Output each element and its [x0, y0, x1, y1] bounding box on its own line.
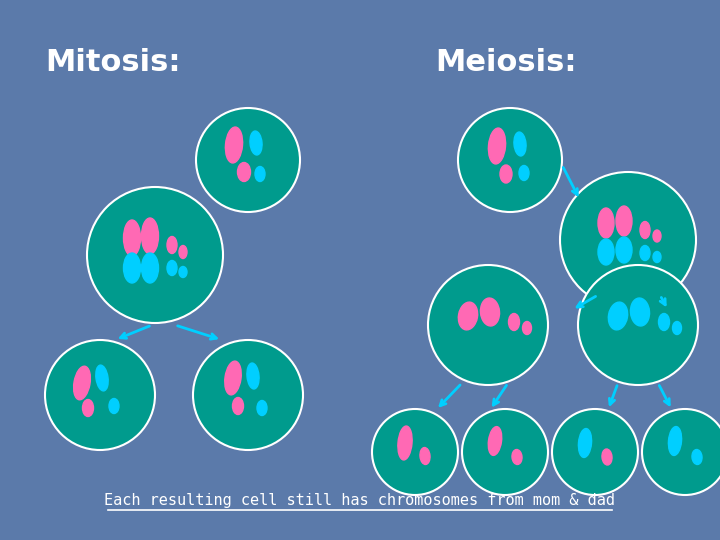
Circle shape — [372, 409, 458, 495]
Circle shape — [196, 108, 300, 212]
Circle shape — [458, 108, 562, 212]
Ellipse shape — [255, 166, 265, 181]
Ellipse shape — [142, 218, 158, 254]
Circle shape — [560, 172, 696, 308]
Ellipse shape — [488, 128, 505, 164]
Circle shape — [642, 409, 720, 495]
Ellipse shape — [512, 449, 522, 464]
Ellipse shape — [167, 237, 177, 253]
Ellipse shape — [96, 365, 108, 391]
Ellipse shape — [598, 239, 614, 265]
Ellipse shape — [480, 298, 500, 326]
Ellipse shape — [233, 397, 243, 415]
Circle shape — [462, 409, 548, 495]
Circle shape — [45, 340, 155, 450]
Ellipse shape — [598, 208, 614, 238]
Ellipse shape — [73, 366, 91, 400]
Ellipse shape — [420, 448, 430, 464]
Ellipse shape — [225, 127, 243, 163]
Ellipse shape — [488, 427, 502, 455]
Ellipse shape — [519, 165, 529, 180]
Ellipse shape — [659, 314, 670, 330]
Ellipse shape — [508, 314, 520, 330]
Ellipse shape — [247, 363, 259, 389]
Ellipse shape — [692, 449, 702, 464]
Ellipse shape — [398, 426, 412, 460]
Ellipse shape — [578, 429, 592, 457]
Ellipse shape — [459, 302, 477, 330]
Circle shape — [578, 265, 698, 385]
Ellipse shape — [257, 401, 267, 415]
Ellipse shape — [672, 321, 682, 334]
Ellipse shape — [124, 253, 140, 283]
Ellipse shape — [653, 230, 661, 242]
Ellipse shape — [653, 252, 661, 262]
Ellipse shape — [631, 298, 649, 326]
Ellipse shape — [109, 399, 119, 414]
Ellipse shape — [250, 131, 262, 155]
Ellipse shape — [83, 400, 94, 416]
Ellipse shape — [179, 267, 187, 278]
Ellipse shape — [640, 246, 650, 260]
Ellipse shape — [608, 302, 628, 330]
Circle shape — [193, 340, 303, 450]
Ellipse shape — [142, 253, 158, 283]
Ellipse shape — [602, 449, 612, 465]
Ellipse shape — [167, 260, 177, 275]
Circle shape — [428, 265, 548, 385]
Ellipse shape — [668, 427, 682, 455]
Ellipse shape — [523, 321, 531, 334]
Text: Mitosis:: Mitosis: — [45, 48, 181, 77]
Ellipse shape — [179, 246, 187, 259]
Text: Meiosis:: Meiosis: — [435, 48, 577, 77]
Circle shape — [552, 409, 638, 495]
Ellipse shape — [500, 165, 512, 183]
Ellipse shape — [514, 132, 526, 156]
Ellipse shape — [616, 206, 632, 236]
Circle shape — [87, 187, 223, 323]
Ellipse shape — [640, 221, 650, 239]
Ellipse shape — [225, 361, 241, 395]
Ellipse shape — [124, 220, 140, 256]
Ellipse shape — [616, 237, 632, 263]
Text: Each resulting cell still has chromosomes from mom & dad: Each resulting cell still has chromosome… — [104, 493, 616, 508]
Ellipse shape — [238, 163, 251, 181]
